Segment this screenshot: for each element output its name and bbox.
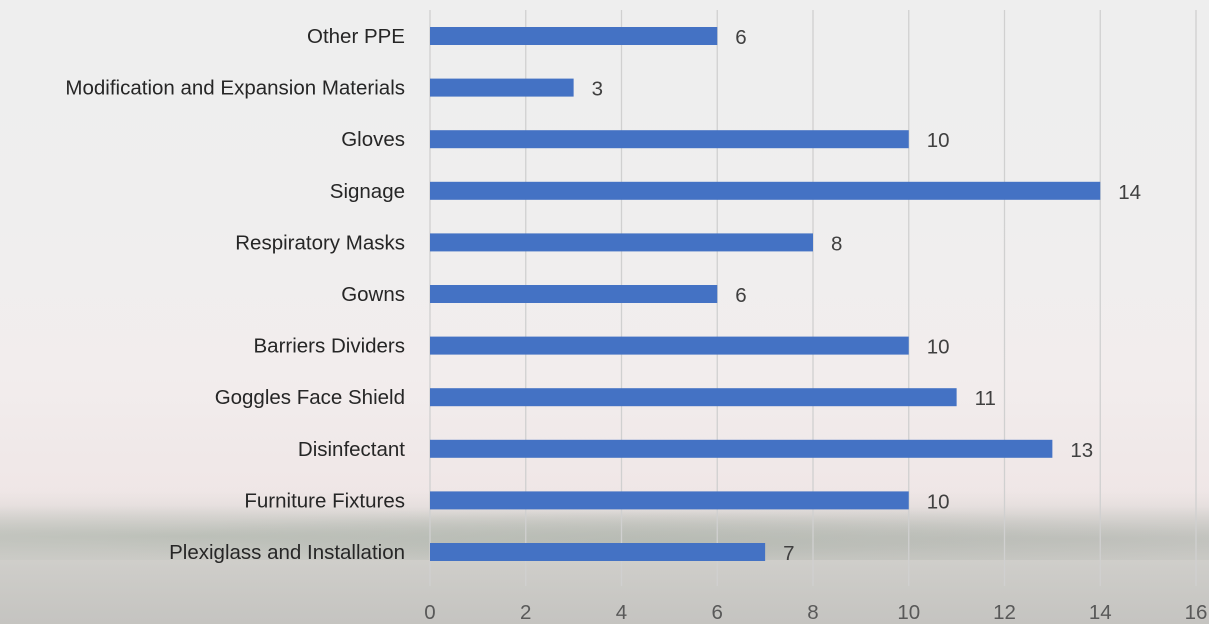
category-label: Furniture Fixtures <box>244 489 405 512</box>
bar <box>430 285 718 303</box>
bar <box>430 233 813 252</box>
x-tick-label: 14 <box>1089 601 1112 624</box>
value-label: 3 <box>592 78 603 101</box>
value-label: 7 <box>783 542 794 565</box>
bar <box>430 491 909 510</box>
category-label: Plexiglass and Installation <box>169 541 405 564</box>
category-labels: Other PPE Modification and Expansion Mate… <box>65 25 405 564</box>
value-labels: 6 3 10 14 8 6 10 11 13 10 7 <box>592 26 1141 565</box>
x-tick-label: 6 <box>712 601 723 624</box>
x-tick-label: 12 <box>993 601 1016 624</box>
x-tick-label: 2 <box>520 601 531 624</box>
category-label: Signage <box>330 180 405 203</box>
bars <box>430 27 1101 561</box>
x-tick-label: 0 <box>424 601 435 624</box>
category-label: Other PPE <box>307 25 405 48</box>
value-label: 13 <box>1070 439 1093 462</box>
value-label: 6 <box>735 284 746 307</box>
value-label: 10 <box>927 490 950 513</box>
bar <box>430 543 766 561</box>
bar <box>430 439 1053 458</box>
category-label: Modification and Expansion Materials <box>65 77 405 100</box>
category-label: Goggles Face Shield <box>215 386 405 409</box>
x-tick-label: 8 <box>807 601 818 624</box>
category-label: Disinfectant <box>298 438 405 461</box>
bar <box>430 130 909 149</box>
bar <box>430 336 909 355</box>
value-label: 14 <box>1118 181 1141 204</box>
x-axis-ticks: 0 2 4 6 8 10 12 14 16 <box>424 601 1207 624</box>
category-label: Gloves <box>341 128 405 151</box>
x-tick-label: 16 <box>1185 601 1208 624</box>
bar <box>430 27 718 45</box>
x-tick-label: 10 <box>897 601 920 624</box>
category-label: Barriers Dividers <box>254 335 406 358</box>
x-tick-label: 4 <box>616 601 627 624</box>
bar <box>430 388 957 407</box>
bar <box>430 181 1101 200</box>
value-label: 10 <box>927 336 950 359</box>
value-label: 11 <box>975 387 996 410</box>
category-label: Respiratory Masks <box>235 231 405 254</box>
category-label: Gowns <box>341 283 405 306</box>
value-label: 6 <box>735 26 746 49</box>
value-label: 8 <box>831 232 842 255</box>
value-label: 10 <box>927 129 950 152</box>
bar <box>430 78 574 97</box>
